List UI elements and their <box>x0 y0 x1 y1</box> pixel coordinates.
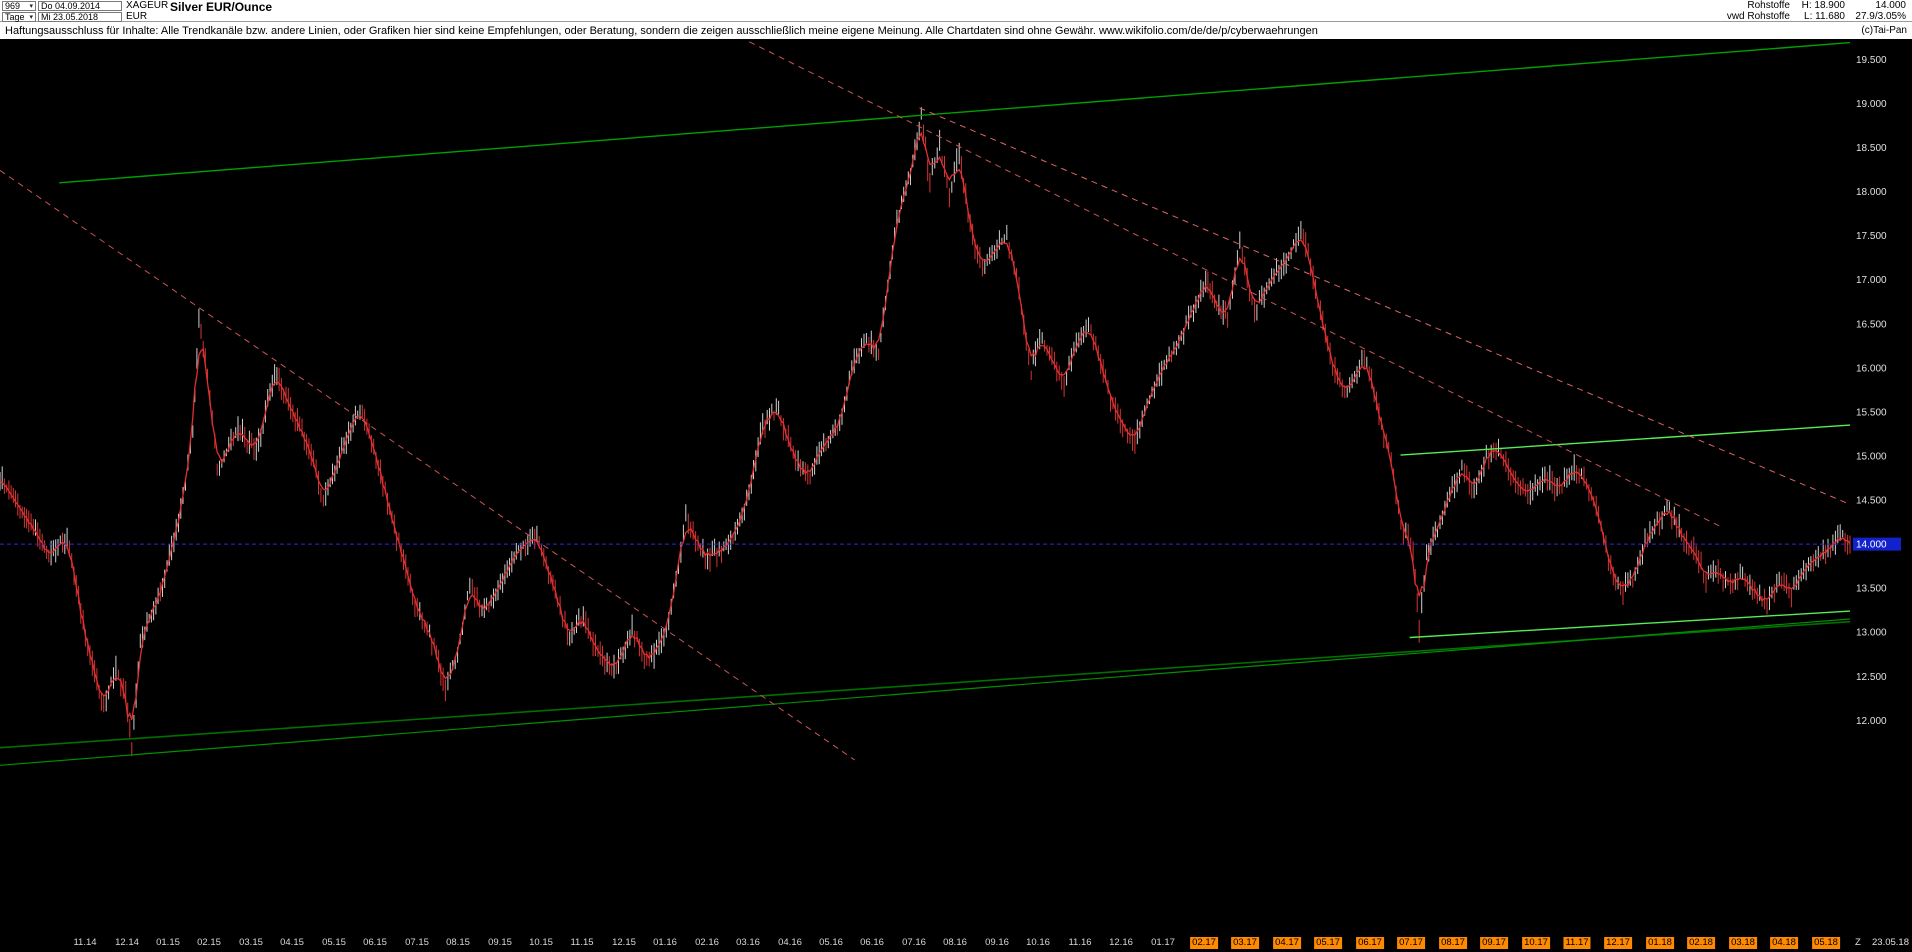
time-axis-label: 09.17 <box>1480 937 1508 949</box>
price-axis-label: 15.000 <box>1856 452 1887 463</box>
trend-line-downtrend-left <box>0 169 855 761</box>
trend-line-upper-channel <box>59 41 1851 184</box>
price-axis-label: 18.000 <box>1856 187 1887 198</box>
time-axis-label: 10.16 <box>1026 937 1050 948</box>
time-axis-label: 09.15 <box>488 937 512 948</box>
time-axis-label: 05.18 <box>1812 937 1840 949</box>
time-axis-label: 02.15 <box>197 937 221 948</box>
time-axis-label: 08.17 <box>1439 937 1467 949</box>
time-axis-label: 06.16 <box>860 937 884 948</box>
symbol-label: XAGEUR <box>126 0 169 11</box>
trend-line-lower-support-a <box>0 620 1851 749</box>
period-value: Tage <box>5 11 25 22</box>
change-label: 27.9/3.05% <box>1855 11 1906 22</box>
price-chart[interactable]: 19.500 19.000 18.500 18.000 17.500 17.000 16.5… <box>0 40 1912 935</box>
time-axis-label: 03.17 <box>1231 937 1259 949</box>
price-axis-label: 12.500 <box>1856 672 1887 683</box>
time-axis-label: 10.17 <box>1522 937 1550 949</box>
chart-canvas: 19.500 19.000 18.500 18.000 17.500 17.000 16.5… <box>0 40 1912 935</box>
time-axis-label: 05.15 <box>322 937 346 948</box>
time-axis-label: 01.16 <box>653 937 677 948</box>
time-axis-label: 03.15 <box>239 937 263 948</box>
time-axis-label: 12.14 <box>115 937 139 948</box>
time-axis-label: 12.17 <box>1604 937 1632 949</box>
price-axis-label: 16.000 <box>1856 363 1887 374</box>
time-axis-label: 04.18 <box>1770 937 1798 949</box>
time-axis-label: 05.17 <box>1314 937 1342 949</box>
time-axis-label: 11.15 <box>570 937 594 948</box>
start-date-field[interactable]: Do 04.09.2014 <box>38 1 122 11</box>
price-axis-label: 19.500 <box>1856 55 1887 66</box>
high-label: H: 18.900 <box>1801 0 1845 11</box>
time-axis-label: 09.16 <box>985 937 1009 948</box>
time-axis-label: 04.16 <box>778 937 802 948</box>
time-axis-label: 10.15 <box>529 937 553 948</box>
last-price-label: 14.000 <box>1875 0 1906 11</box>
time-axis-label: 11.17 <box>1563 937 1591 949</box>
current-price-chip-label: 14.000 <box>1856 540 1887 551</box>
price-axis-label: 12.000 <box>1856 716 1887 727</box>
bars-count-select[interactable]: 969 ▾ <box>2 1 36 11</box>
chart-header: 969 ▾ Do 04.09.2014 XAGEUR Silver EUR/Ou… <box>0 0 1912 22</box>
chevron-down-icon: ▾ <box>29 13 33 21</box>
disclaimer-text: Haftungsausschluss für Inhalte: Alle Tre… <box>5 24 1318 37</box>
time-axis-label: 05.16 <box>819 937 843 948</box>
price-axis-label: 19.000 <box>1856 99 1887 110</box>
time-axis-label: 07.15 <box>405 937 429 948</box>
chart-title: Silver EUR/Ounce <box>170 0 273 14</box>
price-axis-label: 18.500 <box>1856 143 1887 154</box>
bars-count-value: 969 <box>5 0 21 11</box>
price-axis-label: 17.000 <box>1856 275 1887 286</box>
period-select[interactable]: Tage ▾ <box>2 12 36 22</box>
copyright-label: (c)Tai-Pan <box>1861 25 1907 36</box>
time-axis-label: 12.15 <box>612 937 636 948</box>
signal-line <box>0 131 1851 720</box>
time-axis-label: 03.18 <box>1729 937 1757 949</box>
trend-line-lower-support-b <box>0 618 1851 766</box>
time-axis-label: 12.16 <box>1109 937 1133 948</box>
price-axis-label: 14.500 <box>1856 496 1887 507</box>
zoom-button[interactable]: Z <box>1855 937 1861 948</box>
time-axis-label: 04.15 <box>280 937 304 948</box>
time-axis-label: 03.16 <box>736 937 760 948</box>
time-axis-label: 02.18 <box>1687 937 1715 949</box>
trend-line-recent-resistance <box>1400 424 1851 456</box>
price-axis-label: 15.500 <box>1856 407 1887 418</box>
time-axis-label: 07.17 <box>1397 937 1425 949</box>
time-axis-label: 06.15 <box>363 937 387 948</box>
time-axis-label: 08.15 <box>446 937 470 948</box>
disclaimer-bar: Haftungsausschluss für Inhalte: Alle Tre… <box>0 22 1912 40</box>
time-axis-label: 01.18 <box>1646 937 1674 949</box>
price-axis-label: 16.500 <box>1856 319 1887 330</box>
time-axis-label: 11.16 <box>1068 937 1092 948</box>
current-price-chip <box>1853 537 1901 551</box>
trend-line-downtrend-from-peak <box>919 107 1851 505</box>
last-date-label: 23.05.18 <box>1872 937 1909 948</box>
time-axis-label: 02.16 <box>695 937 719 948</box>
chevron-down-icon: ▾ <box>29 2 33 10</box>
end-date-field[interactable]: Mi 23.05.2018 <box>38 12 122 22</box>
price-axis-label: 17.500 <box>1856 231 1887 242</box>
time-axis-label: 11.14 <box>73 937 97 948</box>
time-axis: Z 23.05.18 11.14 12.14 01.15 02.15 03.15 04.1… <box>0 935 1912 952</box>
price-axis-label: 13.500 <box>1856 584 1887 595</box>
trend-line-recent-support <box>1409 610 1851 639</box>
time-axis-label: 01.15 <box>156 937 180 948</box>
chart-background <box>0 40 1912 935</box>
time-axis-label: 06.17 <box>1356 937 1384 949</box>
feed-label: vwd Rohstoffe <box>1726 11 1790 22</box>
currency-label: EUR <box>126 11 148 22</box>
time-axis-label: 01.17 <box>1151 937 1175 948</box>
time-axis-label: 07.16 <box>902 937 926 948</box>
time-axis-label: 04.17 <box>1273 937 1301 949</box>
low-label: L: 11.680 <box>1804 11 1845 22</box>
category-label: Rohstoffe <box>1747 0 1790 11</box>
time-axis-label: 08.16 <box>943 937 967 948</box>
time-axis-label: 02.17 <box>1190 937 1218 949</box>
trend-line-downtrend-main <box>749 41 1721 527</box>
price-axis-label: 13.000 <box>1856 628 1887 639</box>
